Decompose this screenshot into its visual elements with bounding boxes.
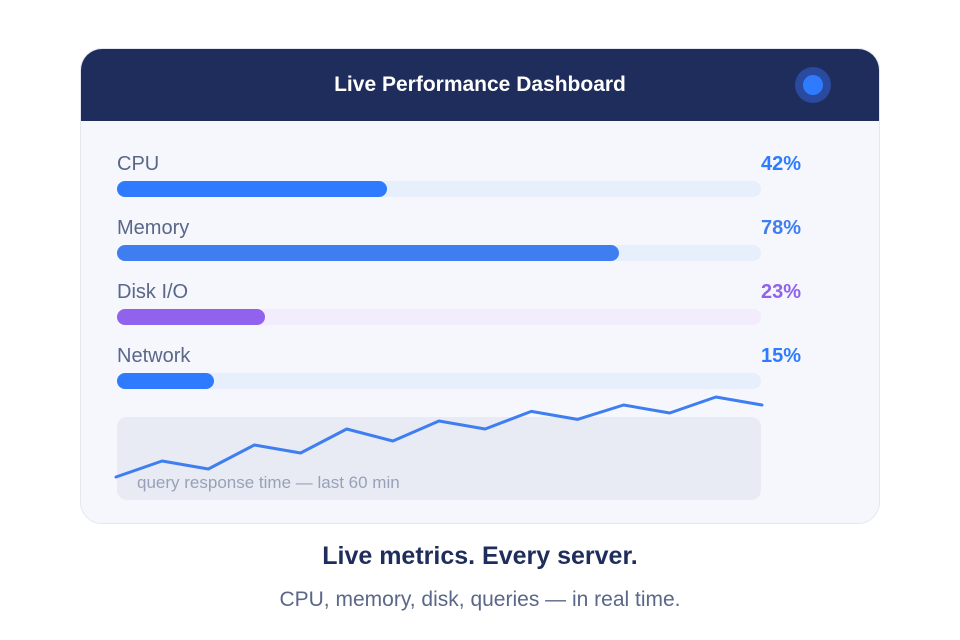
sparkline-panel	[117, 417, 761, 500]
metric-bar-fill	[117, 373, 214, 389]
metric-cpu: CPU 42%	[117, 153, 801, 209]
metric-disk-io: Disk I/O 23%	[117, 281, 801, 337]
metric-network: Network 15%	[117, 345, 801, 401]
dashboard-title: Live Performance Dashboard	[334, 73, 626, 96]
metric-bar-track	[117, 373, 761, 389]
footer-subtagline: CPU, memory, disk, queries — in real tim…	[279, 588, 681, 611]
metric-memory: Memory 78%	[117, 217, 801, 273]
dashboard-card: Live Performance Dashboard CPU 42% Memor…	[80, 48, 880, 524]
metric-value: 78%	[760, 217, 801, 239]
metric-bar-fill	[117, 245, 620, 261]
metric-bar-track	[117, 245, 761, 261]
metric-bar-track	[117, 309, 761, 325]
metric-label: Memory	[117, 217, 190, 239]
sparkline-chart	[114, 395, 764, 479]
metric-bar-fill	[117, 309, 266, 325]
dashboard-header: Live Performance Dashboard	[81, 49, 879, 121]
metric-bar-fill	[117, 181, 388, 197]
metric-value: 23%	[760, 281, 801, 303]
sparkline-line	[114, 395, 764, 479]
live-status-dot-icon	[803, 75, 823, 95]
metric-label: CPU	[117, 153, 160, 175]
metric-value: 15%	[760, 345, 801, 367]
metric-label: Disk I/O	[117, 281, 189, 303]
metric-value: 42%	[760, 153, 801, 175]
footer-tagline: Live metrics. Every server.	[322, 542, 638, 570]
metric-label: Network	[117, 345, 191, 367]
metric-bar-track	[117, 181, 761, 197]
live-status-indicator	[795, 67, 831, 103]
sparkline-caption: query response time — last 60 min	[137, 473, 400, 492]
